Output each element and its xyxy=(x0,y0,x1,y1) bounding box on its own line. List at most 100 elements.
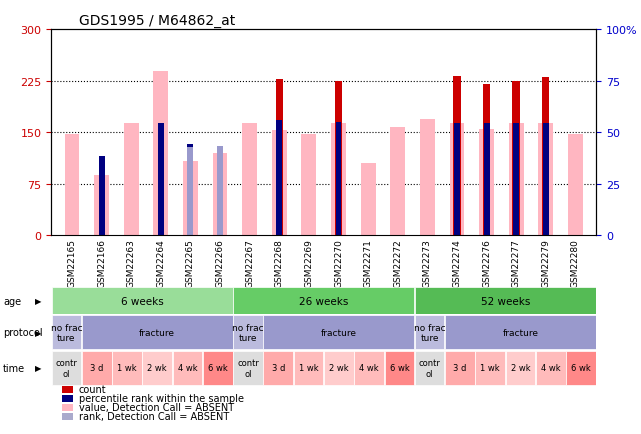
Text: fracture: fracture xyxy=(503,328,538,337)
Bar xyxy=(242,124,257,236)
Text: GSM22279: GSM22279 xyxy=(541,238,550,287)
Text: 52 weeks: 52 weeks xyxy=(481,296,530,306)
Bar xyxy=(217,147,223,236)
Bar xyxy=(331,124,346,236)
Text: fracture: fracture xyxy=(321,328,357,337)
Bar xyxy=(483,85,490,236)
Bar xyxy=(415,351,444,385)
Text: GSM22272: GSM22272 xyxy=(393,238,403,287)
Text: 4 wk: 4 wk xyxy=(360,364,379,372)
Text: 3 d: 3 d xyxy=(453,364,467,372)
Text: 2 wk: 2 wk xyxy=(147,364,167,372)
Text: value, Detection Call = ABSENT: value, Detection Call = ABSENT xyxy=(79,402,234,412)
Text: GSM22270: GSM22270 xyxy=(334,238,343,287)
Bar xyxy=(188,148,194,236)
Bar xyxy=(203,351,233,385)
Text: GSM22263: GSM22263 xyxy=(127,238,136,287)
Text: GSM22271: GSM22271 xyxy=(363,238,372,287)
Text: no frac
ture: no frac ture xyxy=(51,323,82,342)
Bar xyxy=(153,72,168,236)
Bar xyxy=(51,316,81,349)
Bar xyxy=(217,147,223,236)
Bar xyxy=(454,124,460,236)
Bar xyxy=(294,351,324,385)
Bar xyxy=(445,316,596,349)
Bar xyxy=(112,351,142,385)
Bar xyxy=(536,351,565,385)
Text: 2 wk: 2 wk xyxy=(329,364,349,372)
Bar xyxy=(415,288,596,314)
Text: percentile rank within the sample: percentile rank within the sample xyxy=(79,393,244,403)
Bar xyxy=(479,130,494,236)
Bar xyxy=(361,164,376,236)
Text: age: age xyxy=(3,296,21,306)
Text: 1 wk: 1 wk xyxy=(480,364,500,372)
Text: 26 weeks: 26 weeks xyxy=(299,296,349,306)
Bar xyxy=(476,351,505,385)
Text: no frac
ture: no frac ture xyxy=(232,323,264,342)
Bar xyxy=(94,175,109,236)
Bar xyxy=(335,123,342,236)
Text: fracture: fracture xyxy=(139,328,175,337)
Bar xyxy=(385,351,414,385)
Bar xyxy=(158,124,164,236)
Bar xyxy=(324,351,354,385)
Bar xyxy=(188,145,194,236)
Bar xyxy=(51,351,81,385)
Text: GSM22264: GSM22264 xyxy=(156,238,165,287)
Text: time: time xyxy=(3,363,26,373)
Text: 1 wk: 1 wk xyxy=(299,364,319,372)
Bar xyxy=(354,351,384,385)
Text: 1 wk: 1 wk xyxy=(117,364,137,372)
Bar xyxy=(263,351,293,385)
Text: 4 wk: 4 wk xyxy=(178,364,197,372)
Bar xyxy=(142,351,172,385)
Bar xyxy=(62,386,73,393)
Text: 6 weeks: 6 weeks xyxy=(121,296,163,306)
Text: GSM22277: GSM22277 xyxy=(512,238,520,287)
Text: GSM22274: GSM22274 xyxy=(453,238,462,287)
Text: GSM22269: GSM22269 xyxy=(304,238,313,287)
Text: GSM22266: GSM22266 xyxy=(215,238,224,287)
Bar xyxy=(445,351,475,385)
Bar xyxy=(568,135,583,236)
Text: 6 wk: 6 wk xyxy=(208,364,228,372)
Text: count: count xyxy=(79,385,106,395)
Text: ▶: ▶ xyxy=(35,328,42,337)
Bar xyxy=(543,124,549,236)
Bar xyxy=(183,162,198,236)
Bar xyxy=(233,316,263,349)
Bar xyxy=(51,288,233,314)
Text: ▶: ▶ xyxy=(35,364,42,372)
Text: contr
ol: contr ol xyxy=(419,358,440,378)
Bar xyxy=(99,157,104,236)
Text: rank, Detection Call = ABSENT: rank, Detection Call = ABSENT xyxy=(79,411,229,421)
Bar xyxy=(566,351,596,385)
Text: GSM22165: GSM22165 xyxy=(67,238,76,287)
Bar xyxy=(512,82,520,236)
Bar xyxy=(62,404,73,411)
Bar xyxy=(453,77,461,236)
Text: no frac
ture: no frac ture xyxy=(414,323,445,342)
Text: GSM22268: GSM22268 xyxy=(275,238,284,287)
Bar xyxy=(65,135,79,236)
Bar xyxy=(272,131,287,236)
Bar xyxy=(62,395,73,402)
Text: contr
ol: contr ol xyxy=(56,358,78,378)
Bar xyxy=(420,119,435,236)
Bar xyxy=(483,124,490,236)
Text: 3 d: 3 d xyxy=(90,364,103,372)
Bar xyxy=(509,124,524,236)
Text: protocol: protocol xyxy=(3,328,43,338)
Text: 6 wk: 6 wk xyxy=(571,364,591,372)
Text: contr
ol: contr ol xyxy=(237,358,259,378)
Text: GSM22265: GSM22265 xyxy=(186,238,195,287)
Bar xyxy=(233,351,263,385)
Bar xyxy=(263,316,414,349)
Text: GSM22280: GSM22280 xyxy=(571,238,580,287)
Bar xyxy=(335,82,342,236)
Bar xyxy=(449,124,464,236)
Bar xyxy=(542,78,549,236)
Bar xyxy=(276,121,282,236)
Text: 6 wk: 6 wk xyxy=(390,364,409,372)
